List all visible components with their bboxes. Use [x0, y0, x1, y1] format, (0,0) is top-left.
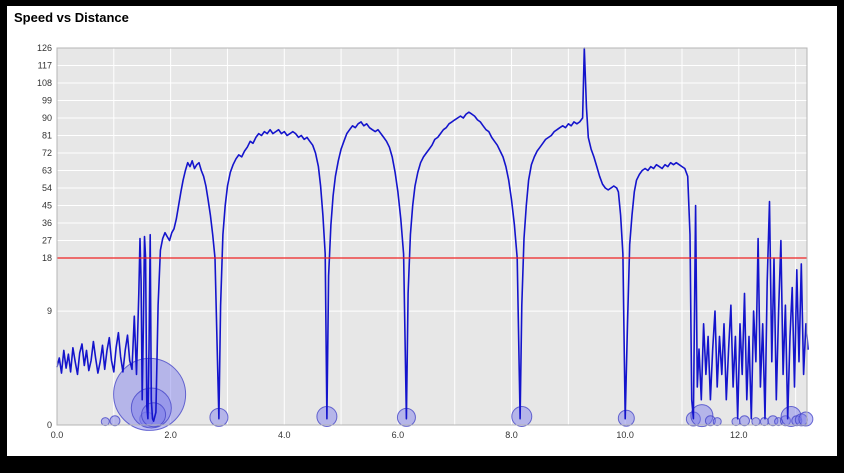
y-tick-label: 9 — [47, 306, 52, 316]
stop-bubble — [704, 415, 716, 427]
x-tick-label: 12.0 — [730, 430, 748, 440]
stop-bubble — [712, 417, 722, 427]
x-tick-label: 0.0 — [51, 430, 64, 440]
stop-bubble — [751, 417, 761, 427]
stop-bubble — [780, 406, 802, 427]
y-tick-label: 108 — [37, 78, 52, 88]
x-tick-label: 4.0 — [278, 430, 291, 440]
y-tick-label: 99 — [42, 95, 52, 105]
stop-bubble — [690, 404, 714, 428]
stop-bubble — [511, 406, 533, 427]
y-tick-label: 90 — [42, 113, 52, 123]
x-tick-label: 10.0 — [616, 430, 634, 440]
y-tick-label: 117 — [38, 60, 52, 70]
x-tick-label: 8.0 — [505, 430, 518, 440]
y-tick-label: 45 — [42, 200, 52, 210]
stop-bubble — [109, 415, 121, 427]
stop-bubble — [731, 417, 741, 427]
x-tick-label: 2.0 — [164, 430, 177, 440]
stop-bubble — [798, 411, 814, 427]
stop-bubble — [100, 417, 110, 427]
chart-title: Speed vs Distance — [14, 10, 129, 25]
speed-distance-chart: 0 9 18 27 36 45 54 63 72 81 90 99 108 117 126 0.0 2.0 4.0… — [37, 43, 814, 440]
stop-bubble — [739, 415, 750, 427]
plot-border — [56, 47, 808, 426]
y-tick-label: 18 — [42, 253, 52, 263]
stop-bubble — [767, 415, 779, 427]
speed-line — [56, 47, 809, 422]
y-tick-label: 72 — [42, 148, 52, 158]
y-tick-label: 36 — [42, 218, 52, 228]
y-tick-label: 63 — [42, 165, 52, 175]
x-tick-label: 6.0 — [392, 430, 405, 440]
y-tick-label: 81 — [42, 130, 52, 140]
stop-bubble — [141, 402, 167, 428]
stop-bubble — [617, 409, 635, 427]
y-tick-label: 54 — [42, 183, 52, 193]
y-tick-label: 27 — [42, 235, 52, 245]
y-tick-label: 126 — [37, 43, 52, 53]
y-tick-label: 0 — [47, 420, 52, 430]
chart-panel: Speed vs Distance 0 9 18 27 36 45 54 63 72 81 90 99… — [7, 6, 837, 456]
